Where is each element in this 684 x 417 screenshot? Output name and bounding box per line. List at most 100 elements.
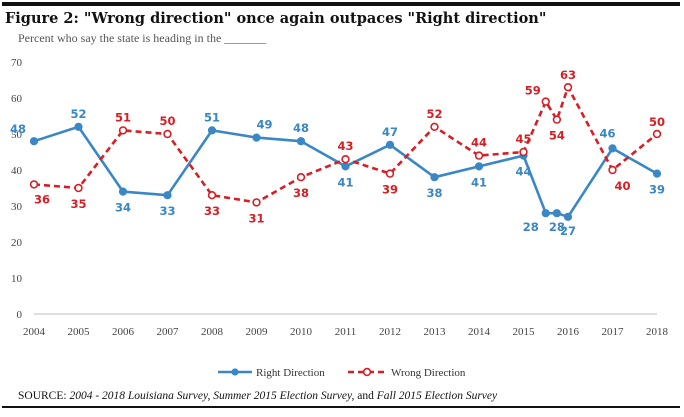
data-label-right: 33 — [159, 204, 175, 218]
y-tick-label: 20 — [11, 237, 23, 249]
x-tick-label: 2015 — [513, 326, 536, 338]
data-label-right: 41 — [471, 175, 487, 189]
data-label-right: 46 — [599, 126, 615, 140]
source-surveys-a: 2004 - 2018 Louisiana Survey, Summer 201… — [69, 390, 355, 402]
data-label-right: 48 — [293, 121, 309, 135]
x-tick-label: 2018 — [646, 326, 669, 338]
data-label-wrong: 51 — [115, 110, 131, 124]
data-label-wrong: 54 — [549, 129, 565, 143]
data-point-right — [118, 187, 128, 196]
data-label-wrong: 40 — [614, 179, 630, 193]
y-tick-label: 70 — [11, 57, 23, 69]
data-point-wrong — [341, 155, 350, 164]
data-point-wrong — [296, 173, 306, 182]
x-tick-label: 2004 — [23, 326, 46, 338]
data-label-right: 41 — [337, 175, 353, 189]
y-tick-label: 30 — [11, 201, 23, 213]
x-tick-label: 2011 — [335, 326, 357, 338]
data-point-right — [296, 137, 306, 146]
data-point-wrong — [608, 165, 617, 175]
data-label-wrong: 63 — [560, 68, 576, 82]
data-label-wrong: 43 — [337, 139, 353, 153]
x-tick-label: 2017 — [602, 326, 625, 338]
source-prefix: SOURCE: — [18, 390, 70, 402]
data-point-wrong — [74, 183, 83, 193]
data-label-right: 49 — [256, 118, 272, 132]
y-tick-label: 0 — [17, 309, 23, 321]
source-surveys-b: Fall 2015 Election Survey — [376, 390, 498, 402]
x-tick-label: 2013 — [424, 326, 447, 338]
data-label-right: 47 — [382, 125, 398, 139]
data-label-wrong: 59 — [525, 84, 541, 98]
data-point-wrong — [163, 129, 172, 139]
data-point-wrong — [474, 151, 484, 160]
data-label-right: 52 — [70, 107, 86, 121]
data-point-wrong — [118, 126, 128, 135]
x-tick-label: 2007 — [157, 326, 180, 338]
y-tick-label: 10 — [11, 273, 23, 285]
data-label-right: 27 — [560, 224, 576, 238]
data-label-right: 28 — [523, 220, 539, 234]
legend-label-right: Right Direction — [256, 367, 325, 379]
x-tick-label: 2012 — [379, 326, 401, 338]
data-label-right: 51 — [204, 110, 220, 124]
x-tick-label: 2016 — [557, 326, 580, 338]
data-point-right — [474, 162, 484, 171]
data-label-wrong: 50 — [159, 114, 175, 128]
data-point-wrong — [430, 122, 439, 132]
data-point-right — [207, 126, 217, 135]
x-tick-label: 2008 — [201, 326, 224, 338]
source-and: and — [354, 390, 377, 402]
data-label-wrong: 35 — [70, 197, 86, 211]
data-point-wrong — [552, 115, 562, 124]
data-label-right: 34 — [115, 201, 131, 215]
data-point-right — [541, 209, 550, 218]
data-point-wrong — [207, 191, 217, 200]
data-label-right: 28 — [549, 220, 565, 234]
legend-label-wrong: Wrong Direction — [391, 367, 466, 379]
data-point-right — [341, 162, 350, 171]
data-point-right — [608, 144, 617, 153]
x-tick-label: 2005 — [68, 326, 91, 338]
x-tick-label: 2006 — [112, 326, 135, 338]
data-label-wrong: 44 — [471, 136, 487, 150]
data-label-wrong: 39 — [382, 183, 398, 197]
source-note: SOURCE: 2004 - 2018 Louisiana Survey, Su… — [18, 390, 497, 402]
legend-marker-right — [231, 368, 239, 376]
data-label-wrong: 50 — [649, 115, 665, 129]
data-point-right — [74, 122, 83, 131]
data-point-wrong — [563, 82, 573, 92]
data-point-wrong — [652, 129, 662, 139]
data-label-wrong: 31 — [248, 211, 264, 225]
x-tick-label: 2014 — [468, 326, 491, 338]
data-label-wrong: 36 — [34, 192, 50, 206]
y-tick-label: 60 — [11, 93, 23, 105]
chart-title: Figure 2: "Wrong direction" once again o… — [5, 10, 547, 27]
x-tick-label: 2009 — [246, 326, 269, 338]
data-point-wrong — [29, 180, 39, 189]
data-label-wrong: 38 — [293, 186, 309, 200]
data-point-right — [163, 191, 172, 200]
bottom-rule — [2, 406, 680, 408]
legend-marker-wrong — [362, 367, 372, 377]
data-point-wrong — [385, 169, 395, 178]
data-point-right — [563, 212, 573, 221]
data-point-right — [430, 173, 439, 182]
data-label-right: 48 — [10, 122, 26, 136]
data-label-wrong: 33 — [204, 204, 220, 218]
data-point-wrong — [541, 97, 550, 106]
y-tick-label: 40 — [11, 165, 23, 177]
data-label-wrong: 45 — [515, 132, 531, 146]
data-label-right: 39 — [649, 183, 665, 197]
data-point-wrong — [519, 147, 528, 157]
top-rule — [2, 2, 680, 6]
data-point-right — [385, 140, 395, 149]
chart-subtitle: Percent who say the state is heading in … — [18, 31, 267, 45]
data-label-right: 38 — [426, 186, 442, 200]
data-point-right — [552, 209, 561, 218]
data-point-right — [252, 133, 261, 142]
data-point-wrong — [252, 198, 261, 207]
data-point-right — [652, 169, 662, 178]
